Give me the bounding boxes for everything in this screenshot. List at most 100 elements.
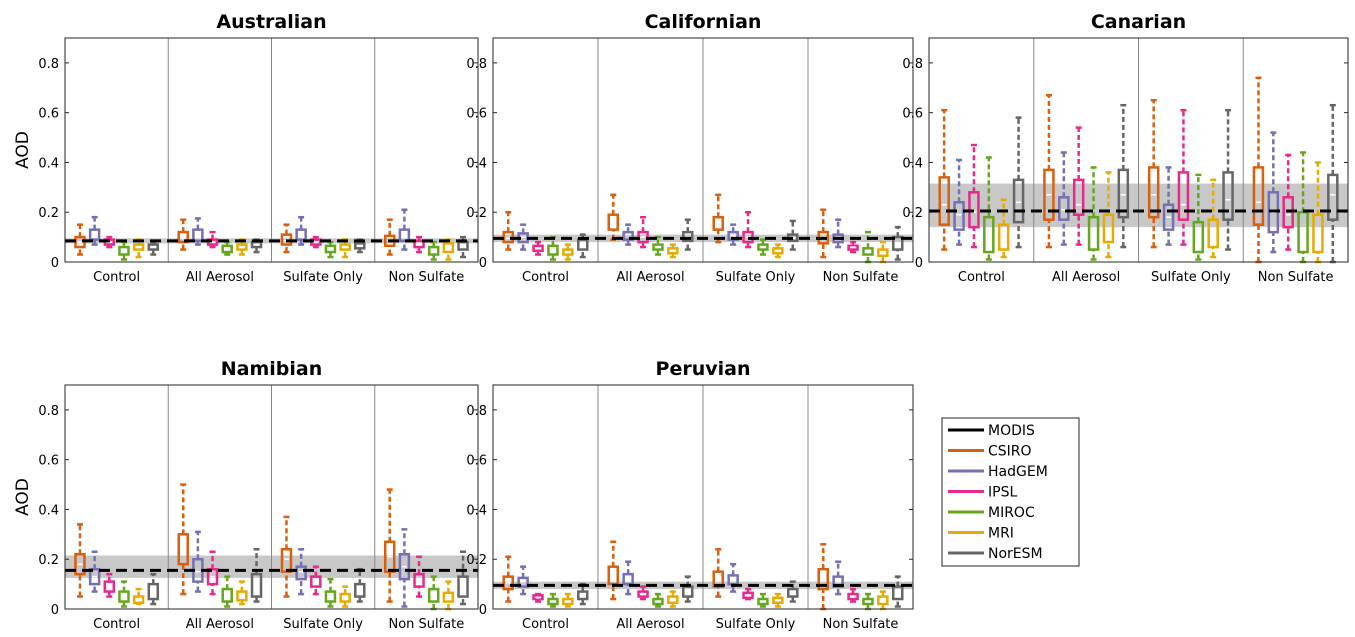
box-noresm <box>892 225 904 261</box>
iqr-box <box>877 248 889 258</box>
box-miroc <box>221 240 233 256</box>
box-mri <box>772 592 784 608</box>
box-hadgem <box>295 548 307 596</box>
iqr-box <box>1058 196 1070 221</box>
iqr-box <box>339 592 351 603</box>
box-ipsl <box>206 550 219 596</box>
box-miroc <box>757 592 769 608</box>
y-tick-label: 0.8 <box>466 57 487 72</box>
iqr-box <box>132 595 145 605</box>
box-ipsl <box>310 565 322 596</box>
iqr-box <box>547 597 559 606</box>
y-tick-label: 0 <box>479 256 487 271</box>
box-csiro <box>712 548 724 598</box>
iqr-box <box>442 242 455 254</box>
legend-label: HadGEM <box>988 464 1048 480</box>
box-hadgem <box>622 560 634 596</box>
iqr-box <box>757 597 769 606</box>
iqr-box <box>413 572 425 588</box>
category-label: Sulfate Only <box>716 617 796 632</box>
y-tick-label: 0 <box>479 603 487 618</box>
box-csiro <box>607 193 619 241</box>
iqr-box <box>847 244 859 251</box>
panel-australian: Control All Aerosol Sulfate Only Non Sulfat… <box>13 11 479 285</box>
iqr-box <box>547 244 559 256</box>
panel-title: Namibian <box>221 358 323 380</box>
box-miroc <box>547 592 559 608</box>
y-tick-label: 0 <box>51 603 59 618</box>
iqr-box <box>250 572 263 598</box>
iqr-box <box>398 552 411 581</box>
iqr-box <box>118 590 130 603</box>
panel-title: Canarian <box>1091 11 1186 33</box>
iqr-box <box>742 591 754 600</box>
box-mri <box>1102 171 1115 259</box>
box-mri <box>877 240 889 264</box>
iqr-box <box>398 228 411 243</box>
iqr-box <box>103 580 116 593</box>
category-label: Control <box>522 270 569 285</box>
iqr-box <box>324 244 337 254</box>
box-ipsl <box>413 235 425 254</box>
iqr-box <box>983 215 995 254</box>
iqr-box <box>339 243 351 251</box>
box-hadgem <box>88 550 101 593</box>
category-label: Non Sulfate <box>388 617 464 632</box>
box-csiro <box>502 210 514 251</box>
box-csiro <box>607 540 619 601</box>
iqr-box <box>1192 220 1205 254</box>
box-csiro <box>502 555 514 603</box>
iqr-box <box>757 243 769 251</box>
iqr-box <box>1162 203 1175 231</box>
box-csiro <box>1147 98 1160 249</box>
box-miroc <box>862 592 874 611</box>
box-csiro <box>383 488 396 603</box>
panel-title: Californian <box>645 11 762 33</box>
box-hadgem <box>622 223 634 246</box>
box-hadgem <box>398 208 411 251</box>
panel-californian: Control All Aerosol Sulfate Only Non Sulfat… <box>466 11 914 285</box>
iqr-box <box>177 230 189 244</box>
box-miroc <box>1192 173 1205 261</box>
box-ipsl <box>103 572 116 598</box>
iqr-box <box>442 591 455 603</box>
iqr-box <box>682 230 694 243</box>
iqr-box <box>712 215 724 231</box>
iqr-box <box>667 247 679 255</box>
iqr-box <box>295 565 307 581</box>
box-hadgem <box>192 217 204 246</box>
box-mri <box>562 592 574 608</box>
iqr-box <box>457 575 469 598</box>
y-tick-label: 0.6 <box>902 107 923 122</box>
box-ipsl <box>742 210 754 249</box>
legend-label: MRI <box>988 526 1014 542</box>
legend-label: IPSL <box>988 485 1017 501</box>
iqr-box <box>1043 168 1055 221</box>
category-label: All Aerosol <box>616 617 684 632</box>
y-tick-label: 0.6 <box>38 107 59 122</box>
box-mri <box>442 238 455 261</box>
iqr-box <box>532 594 544 601</box>
iqr-box <box>132 243 145 251</box>
box-miroc <box>118 580 130 608</box>
iqr-box <box>1222 171 1234 221</box>
box-miroc <box>1087 166 1100 261</box>
box-ipsl <box>1177 108 1190 246</box>
box-mri <box>1207 178 1219 259</box>
iqr-box <box>221 244 233 254</box>
y-tick-label: 0.4 <box>902 156 923 171</box>
box-mri <box>877 590 889 611</box>
box-ipsl <box>847 240 859 254</box>
y-tick-label: 0.8 <box>38 57 59 72</box>
iqr-box <box>652 597 664 606</box>
y-tick-label: 0 <box>51 256 59 271</box>
box-mri <box>772 243 784 259</box>
iqr-box <box>354 582 366 598</box>
category-label: All Aerosol <box>186 270 254 285</box>
y-axis-label: AOD <box>13 131 33 169</box>
category-label: All Aerosol <box>1052 270 1120 285</box>
iqr-box <box>147 582 160 601</box>
iqr-box <box>997 223 1010 251</box>
y-tick-label: 0.2 <box>466 206 487 221</box>
iqr-box <box>607 565 619 586</box>
